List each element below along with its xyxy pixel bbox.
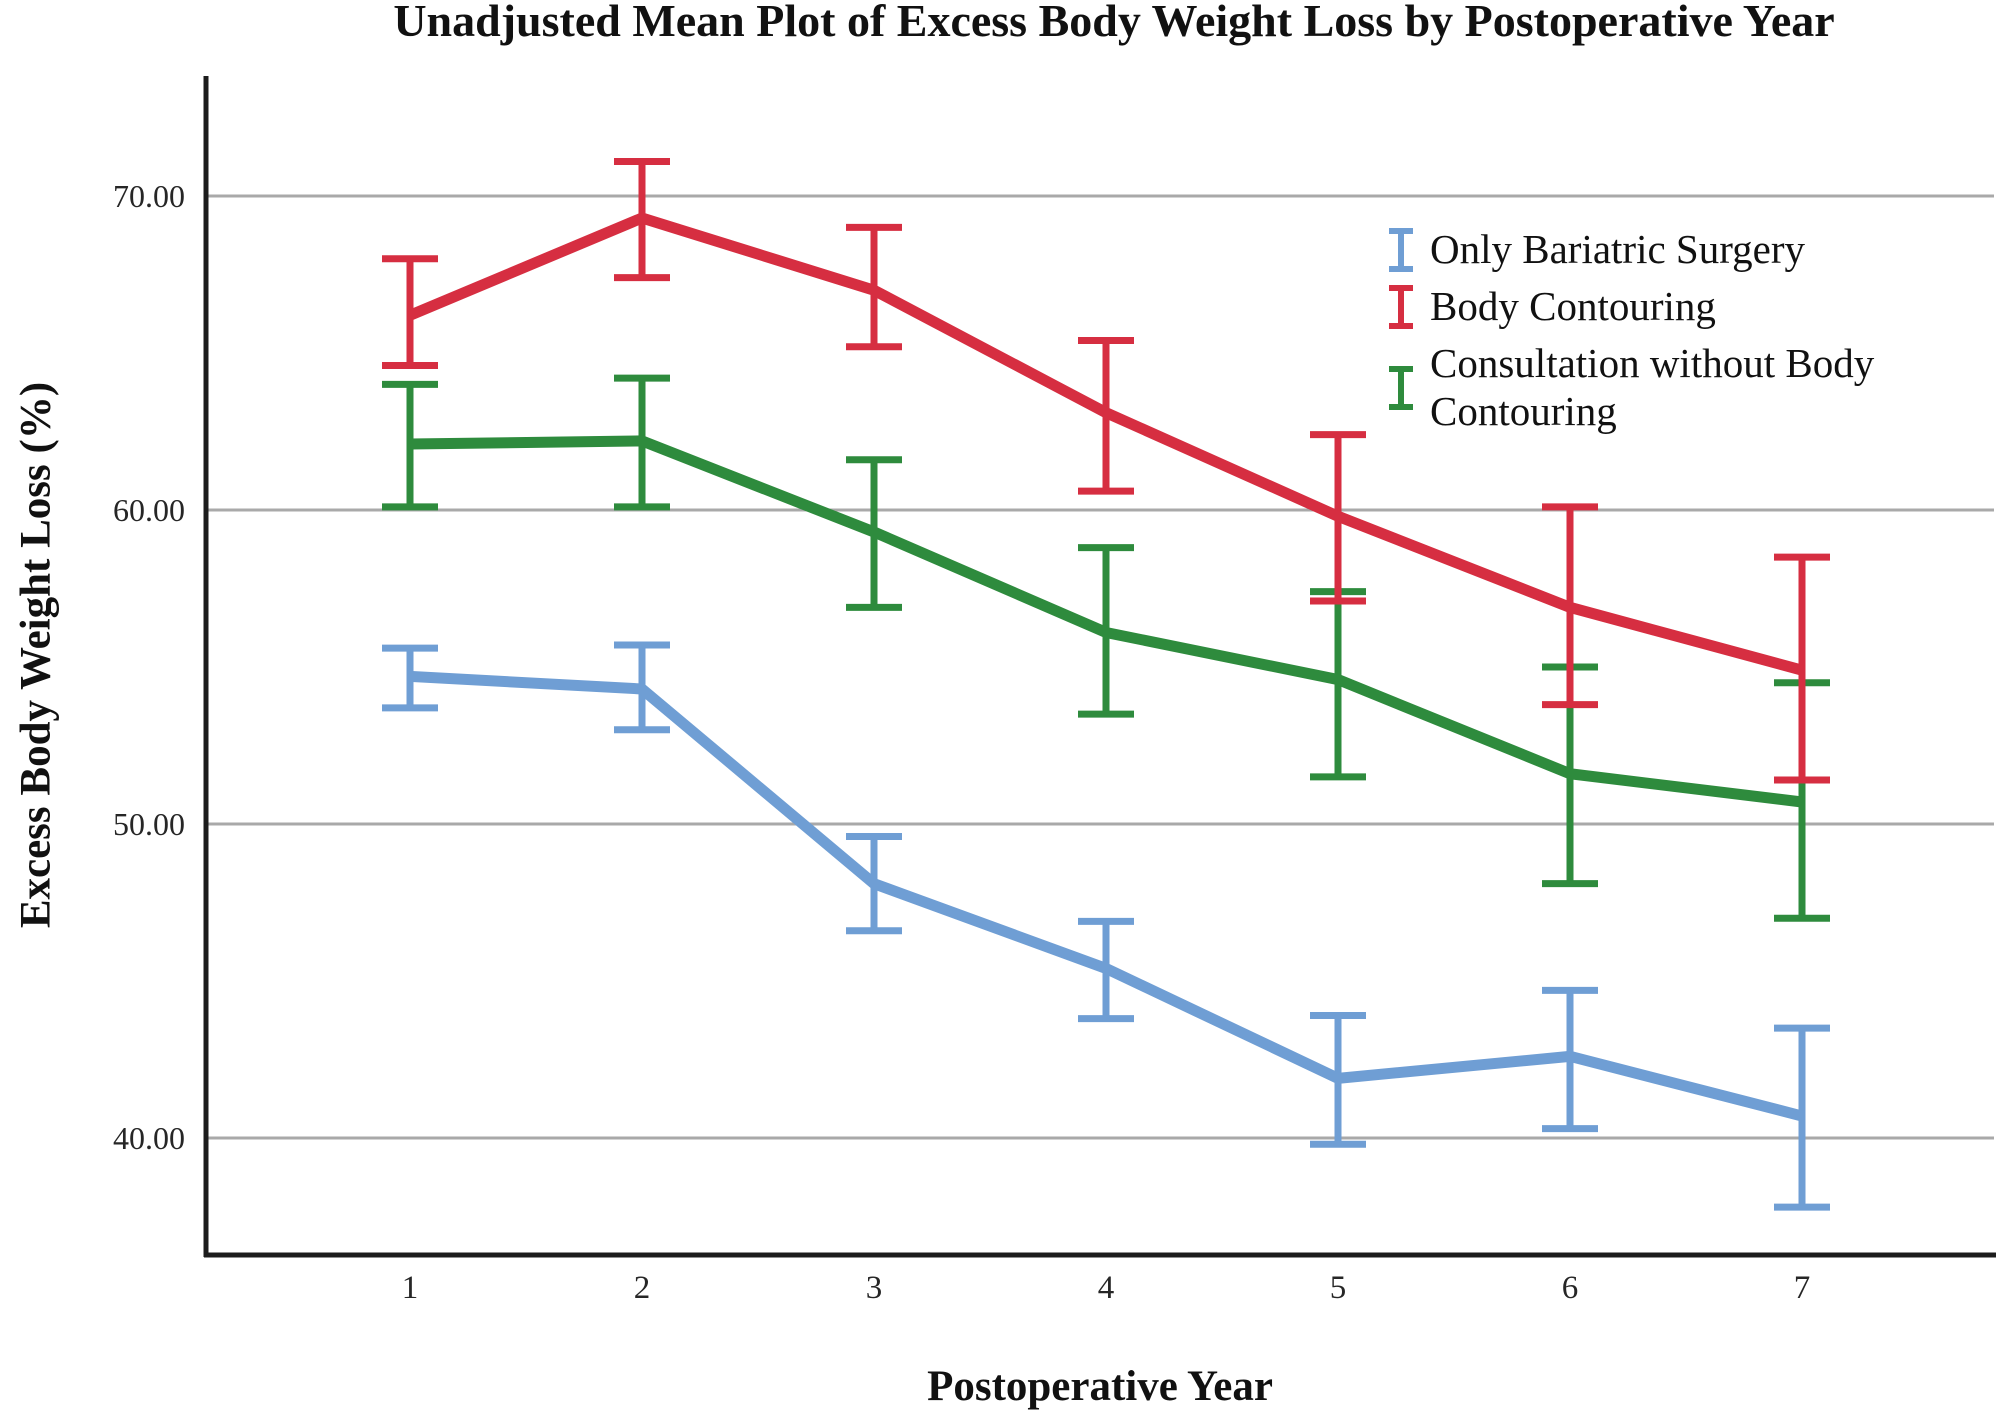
legend-label: Body Contouring xyxy=(1430,283,1716,330)
x-tick-3: 3 xyxy=(865,1270,883,1306)
y-tick-50: 50.00 xyxy=(113,806,185,842)
y-tick-60: 60.00 xyxy=(113,492,185,528)
legend: Only Bariatric Surgery Body Contouring C… xyxy=(1386,226,1992,436)
error-bar-icon xyxy=(1389,228,1413,272)
y-tick-70: 70.00 xyxy=(113,178,185,214)
x-axis-title: Postoperative Year xyxy=(927,1363,1273,1410)
x-tick-2: 2 xyxy=(633,1270,651,1306)
x-tick-4: 4 xyxy=(1097,1270,1115,1306)
legend-item-body-contouring: Body Contouring xyxy=(1386,283,1992,331)
y-tick-40: 40.00 xyxy=(113,1120,185,1156)
x-tick-7: 7 xyxy=(1793,1270,1811,1306)
legend-item-only-bariatric-surgery: Only Bariatric Surgery xyxy=(1386,226,1992,274)
y-axis-title: Excess Body Weight Loss (%) xyxy=(12,381,60,929)
error-bar-icon xyxy=(1389,365,1413,410)
legend-label: Only Bariatric Surgery xyxy=(1430,226,1805,273)
x-tick-1: 1 xyxy=(401,1270,419,1306)
legend-label: Consultation without Body Contouring xyxy=(1430,340,1875,434)
error-bar-icon xyxy=(1389,285,1413,329)
x-tick-6: 6 xyxy=(1561,1270,1579,1306)
chart-title: Unadjusted Mean Plot of Excess Body Weig… xyxy=(393,0,1835,46)
x-tick-5: 5 xyxy=(1329,1270,1347,1306)
legend-item-consultation-without-body-contouring: Consultation without Body Contouring xyxy=(1386,340,1992,436)
